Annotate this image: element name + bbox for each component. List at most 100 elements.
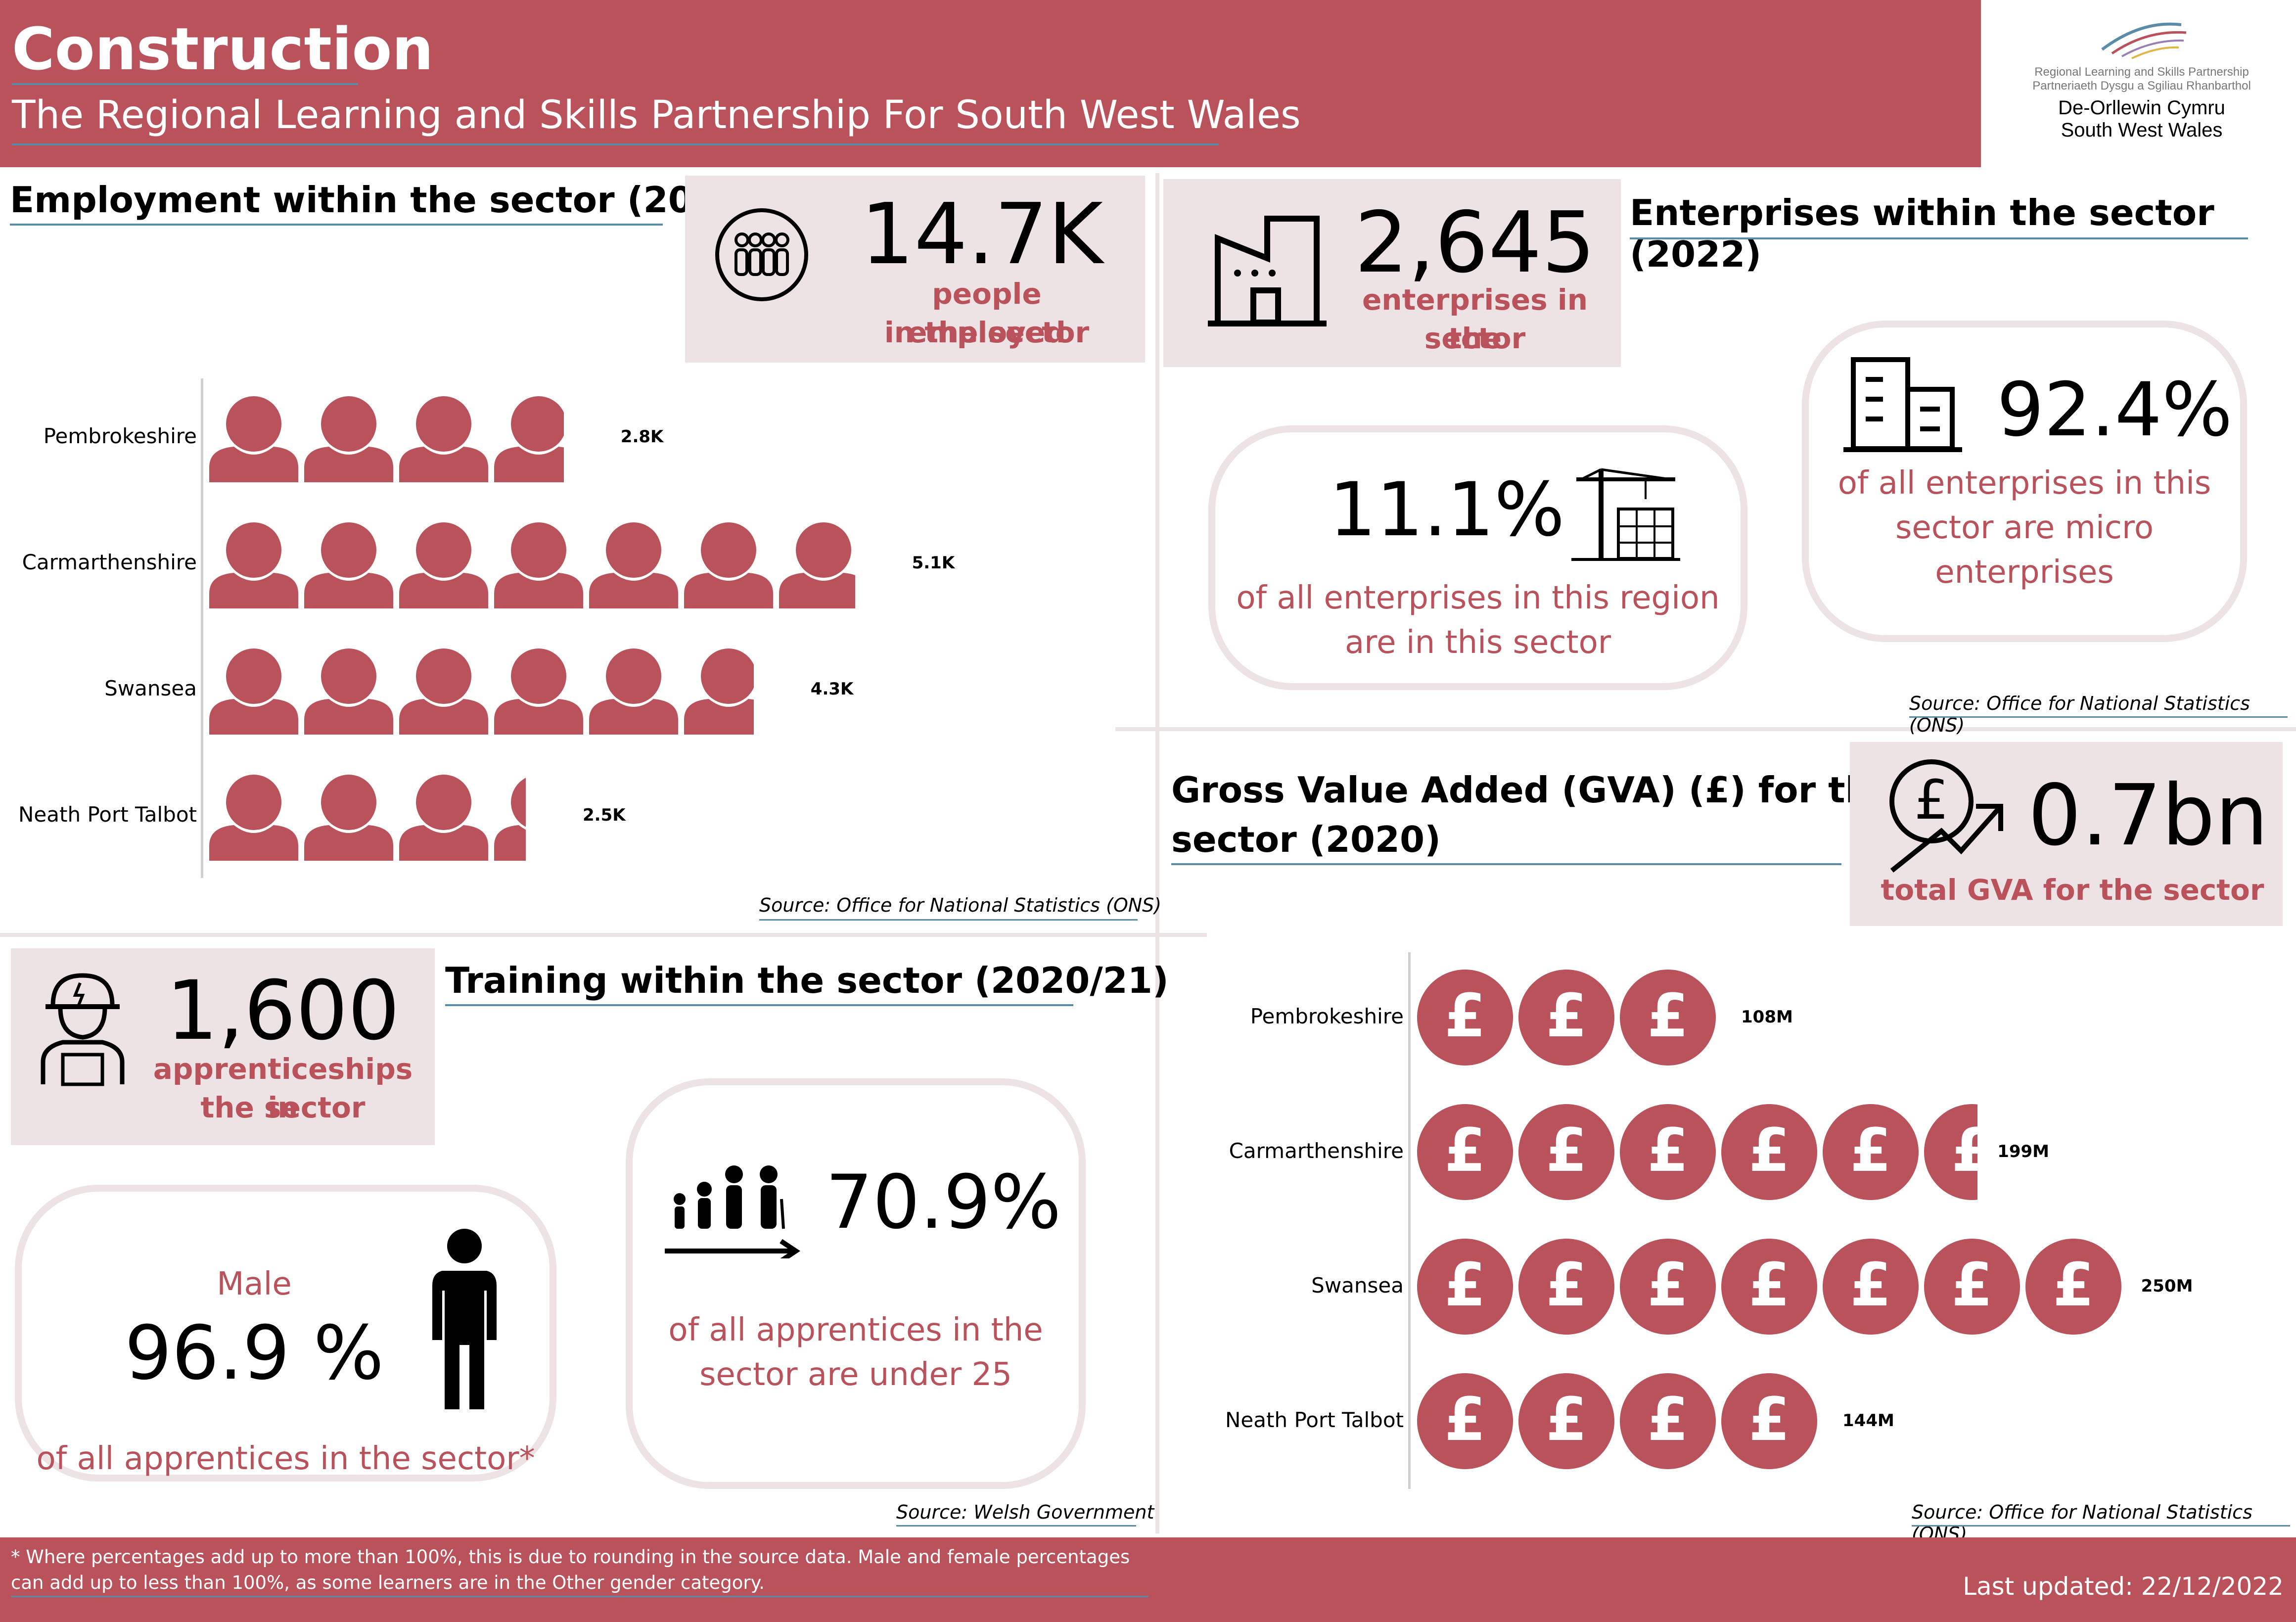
- gva-chart-axis: [1408, 952, 1411, 1489]
- gva-chart: Pembrokeshire £ £ £108M Carmarthenshire £ £ £ £ £…: [1225, 970, 2193, 1469]
- gva-section-title-2: sector (2020): [1171, 819, 1441, 860]
- chart-category-label: Swansea: [1311, 1273, 1404, 1298]
- chart-bar: [209, 646, 754, 735]
- person-icon: [589, 522, 678, 608]
- pound-coin-icon: £: [1721, 1104, 1817, 1200]
- pound-coin-icon: £: [1620, 1104, 1716, 1200]
- micro-enterprises-label-3: enterprises: [1935, 554, 2114, 591]
- person-icon: [779, 522, 855, 608]
- person-icon: [304, 522, 393, 608]
- person-icon: [399, 775, 488, 861]
- chart-value-label: 108M: [1741, 1007, 1793, 1027]
- under25-apprentices-card: 70.9% of all apprentices in the sector a…: [626, 1078, 1086, 1489]
- apprenticeships-label-2: the sector: [200, 1091, 366, 1124]
- chart-category-label: Carmarthenshire: [1229, 1138, 1404, 1163]
- region-share-card: 11.1% of all enterprises in this region …: [1208, 425, 1747, 690]
- male-apprentices-card: Male 96.9 % of all apprentices in the se…: [15, 1185, 556, 1482]
- chart-value-label: 250M: [2141, 1276, 2193, 1296]
- pound-coin-icon: £: [1924, 1104, 1978, 1200]
- worker-hardhat-icon: [41, 973, 125, 1086]
- chart-bar: [209, 772, 526, 861]
- vertical-divider-top: [1155, 173, 1159, 935]
- chart-bar: £ £ £: [1417, 970, 1721, 1066]
- male-label: Male: [217, 1266, 292, 1302]
- apprenticeships-label-1: apprenticeships in: [153, 1052, 413, 1124]
- svg-text:£: £: [2053, 1251, 2094, 1320]
- chart-value-label: 2.8K: [620, 427, 664, 447]
- person-icon: [684, 522, 773, 608]
- footer-note-1: * Where percentages add up to more than …: [11, 1546, 1130, 1568]
- person-icon: [494, 778, 526, 861]
- person-icon: [304, 649, 393, 735]
- pound-coin-icon: £: [2025, 1239, 2121, 1335]
- pound-coin-icon: £: [1721, 1373, 1817, 1469]
- chart-category-label: Neath Port Talbot: [18, 802, 197, 827]
- micro-enterprises-value: 92.4%: [1997, 367, 2233, 453]
- pound-coin-icon: £: [1924, 1239, 2020, 1335]
- chart-bar: [209, 519, 855, 608]
- logo-region-en: South West Wales: [2061, 119, 2223, 141]
- enterprises-kpi-label-2: sector: [1424, 322, 1526, 355]
- chart-value-label: 144M: [1842, 1410, 1894, 1431]
- gva-title-underline: [1171, 863, 1841, 865]
- person-icon: [399, 649, 488, 735]
- training-source-underline: [896, 1525, 1136, 1527]
- svg-text:£: £: [1647, 982, 1689, 1051]
- pound-coin-icon: £: [1518, 1373, 1614, 1469]
- male-value: 96.9 %: [124, 1310, 384, 1396]
- age-group-icon: [665, 1165, 801, 1258]
- person-icon: [304, 775, 393, 861]
- horizontal-divider-left: [0, 933, 1207, 937]
- gva-kpi-value: 0.7bn: [2028, 767, 2269, 865]
- person-icon: [209, 649, 298, 735]
- person-icon: [209, 522, 298, 608]
- logo-text-en: Regional Learning and Skills Partnership: [2034, 65, 2249, 79]
- enterprises-kpi-value: 2,645: [1354, 194, 1596, 292]
- svg-text:£: £: [1951, 1251, 1993, 1320]
- svg-text:£: £: [1647, 1386, 1689, 1454]
- pound-coin-icon: £: [1518, 1104, 1614, 1200]
- enterprises-title-underline: [1630, 237, 2248, 239]
- pound-coin-icon: £: [1620, 1239, 1716, 1335]
- employment-source-underline: [759, 919, 1138, 921]
- person-icon: [494, 522, 583, 608]
- office-building-icon: [1843, 357, 1962, 452]
- under25-label-2: sector are under 25: [699, 1356, 1012, 1393]
- svg-text:£: £: [1546, 982, 1587, 1051]
- micro-enterprises-label-1: of all enterprises in this: [1837, 465, 2211, 502]
- employment-kpi-label-2: in the sector: [884, 316, 1090, 349]
- gva-source-underline: [1912, 1525, 2290, 1527]
- svg-text:£: £: [1444, 982, 1486, 1051]
- employment-source: Source: Office for National Statistics (…: [759, 894, 1162, 916]
- micro-enterprises-label-2: sector are micro: [1895, 510, 2154, 546]
- region-share-label-2: are in this sector: [1344, 624, 1611, 661]
- pound-coin-icon: £: [1823, 1239, 1919, 1335]
- pound-coin-icon: £: [1620, 1373, 1716, 1469]
- chart-bar: £ £ £ £ £ £: [1417, 1104, 1978, 1201]
- person-icon: [304, 396, 393, 482]
- construction-crane-icon: [1571, 468, 1680, 561]
- enterprises-source: Source: Office for National Statistics (…: [1909, 693, 2250, 736]
- page-title: Construction: [12, 15, 434, 83]
- horizontal-divider-right: [1115, 727, 2296, 731]
- partnership-logo-icon: [2101, 22, 2187, 59]
- apprenticeships-kpi-card: 1,600 apprenticeships in the sector: [11, 948, 435, 1145]
- gva-kpi-card: £ 0.7bn total GVA for the sector: [1850, 742, 2283, 926]
- page-subtitle-underline: [12, 143, 1219, 145]
- chart-value-label: 4.3K: [810, 679, 854, 699]
- chart-value-label: 5.1K: [912, 553, 955, 573]
- logo-text-cy: Partneriaeth Dysgu a Sgiliau Rhanbarthol: [2032, 79, 2251, 93]
- header-banner: Construction The Regional Learning and S…: [0, 0, 1981, 167]
- employment-chart: Pembrokeshire 2.8K Carmarthenshire 5.1K Swan…: [0, 0, 1138, 890]
- under25-label-1: of all apprentices in the: [668, 1312, 1043, 1348]
- svg-text:£: £: [1647, 1116, 1689, 1185]
- chart-value-label: 199M: [1997, 1141, 2049, 1161]
- svg-text:£: £: [1546, 1386, 1587, 1454]
- region-share-value: 11.1%: [1329, 467, 1565, 553]
- svg-text:£: £: [1546, 1251, 1587, 1320]
- svg-text:£: £: [1444, 1116, 1486, 1185]
- svg-text:£: £: [1951, 1116, 1977, 1185]
- pound-coin-icon: £: [1518, 1239, 1614, 1335]
- pound-coin-icon: £: [1417, 970, 1513, 1066]
- svg-text:£: £: [1850, 1251, 1891, 1320]
